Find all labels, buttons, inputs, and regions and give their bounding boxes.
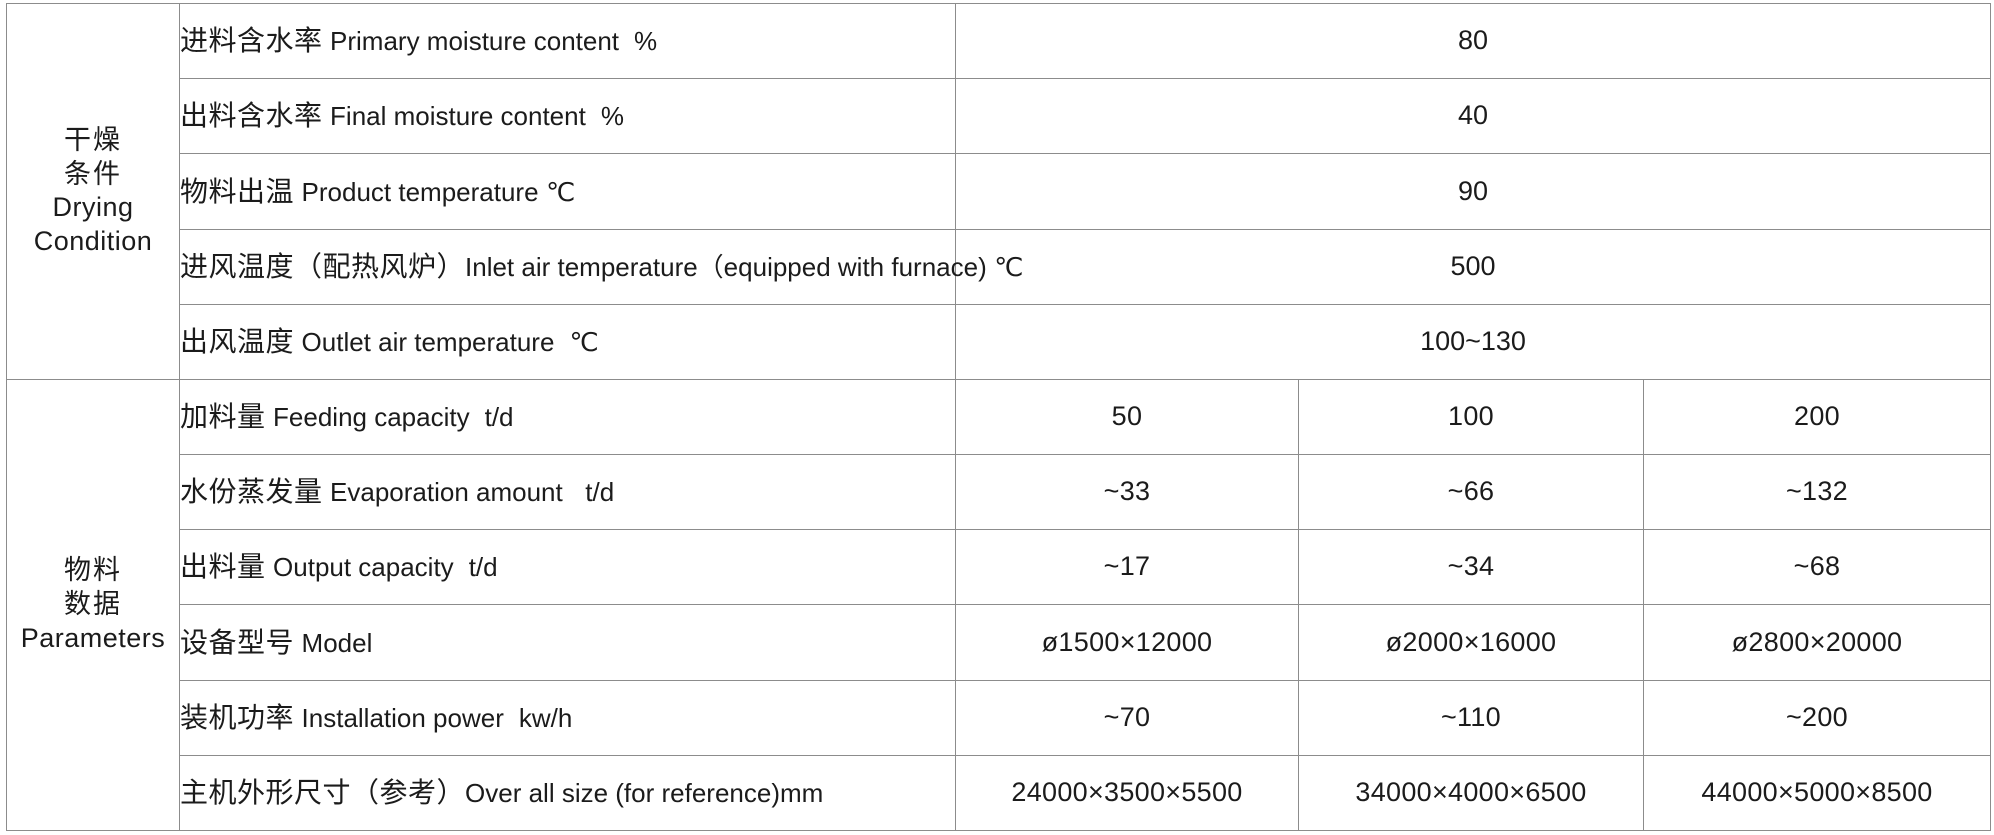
parameter-label-installation-power: 装机功率 Installation power kw/h: [179, 679, 956, 756]
parameter-label-cn: 设备型号: [180, 626, 295, 658]
value-over-all-size-2: 34000×4000×6500: [1298, 754, 1644, 832]
value-feeding-capacity-100: 100: [1298, 378, 1644, 456]
parameter-label-en: Outlet air temperature: [301, 326, 555, 357]
table-row: 主机外形尺寸（参考）Over all size (for reference)m…: [7, 754, 1992, 832]
value-model-2: ø2000×16000: [1298, 604, 1644, 681]
parameter-label-final-moisture-content: 出料含水率 Final moisture content %: [179, 78, 956, 155]
parameter-label-en: Feeding capacity: [273, 402, 470, 433]
value-model-3: ø2800×20000: [1642, 604, 1992, 681]
value-output-capacity-1: ~17: [955, 529, 1299, 606]
table-row: 设备型号 Model ø1500×12000 ø2000×16000 ø2800…: [7, 604, 1992, 681]
parameter-label-en: Product temperature: [301, 176, 539, 207]
parameter-label-cn: 物料出温: [180, 175, 295, 207]
value-final-moisture-content: 40: [954, 78, 1992, 155]
value-output-capacity-2: ~34: [1298, 529, 1644, 606]
group-label-drying-condition: 干燥 条件 Drying Condition: [6, 3, 180, 380]
parameter-unit: %: [600, 101, 624, 132]
parameter-label-inlet-air-temperature: 进风温度（配热风炉）Inlet air temperature（equipped…: [179, 228, 1023, 305]
parameter-label-cn: 进风温度（配热风炉）: [180, 250, 466, 282]
value-installation-power-3: ~200: [1642, 679, 1992, 756]
table-row: 水份蒸发量 Evaporation amount t/d ~33 ~66 ~13…: [7, 454, 1992, 531]
parameter-label-en: Installation power: [301, 702, 504, 733]
parameter-label-en: Model: [301, 627, 373, 658]
parameter-unit: t/d: [468, 552, 498, 583]
table-row: 物料出温 Product temperature ℃ 90: [7, 153, 1992, 230]
group-label-line: Parameters: [20, 622, 166, 653]
group-label-material-parameters: 物料 数据 Parameters: [6, 378, 180, 832]
parameter-label-cn: 水份蒸发量: [180, 476, 323, 508]
parameter-label-en: Evaporation amount: [330, 477, 563, 508]
parameter-label-en: Final moisture content: [330, 101, 586, 132]
value-installation-power-1: ~70: [955, 679, 1299, 756]
parameter-label-en: Over all size (for reference)mm: [465, 777, 824, 808]
parameter-unit: ℃: [569, 326, 599, 357]
parameter-label-feeding-capacity: 加料量 Feeding capacity t/d: [179, 378, 956, 456]
parameter-label-cn: 出料含水率: [180, 100, 323, 132]
parameter-label-en: Inlet air temperature（equipped with furn…: [465, 251, 987, 282]
value-primary-moisture-content: 80: [954, 2, 1992, 80]
parameter-label-cn: 主机外形尺寸（参考）: [180, 776, 466, 808]
parameter-label-primary-moisture-content: 进料含水率 Primary moisture content %: [179, 2, 956, 80]
table-row: 干燥 条件 Drying Condition 进料含水率 Primary moi…: [6, 2, 1992, 380]
group-label-line: 物料: [64, 555, 122, 586]
value-product-temperature: 90: [954, 153, 1992, 230]
parameter-label-product-temperature: 物料出温 Product temperature ℃: [179, 153, 956, 230]
parameter-unit: t/d: [484, 402, 514, 433]
group-label-line: Drying: [52, 192, 134, 223]
parameter-unit: t/d: [585, 477, 615, 508]
parameter-label-en: Output capacity: [273, 552, 454, 583]
table-row: 出料含水率 Final moisture content % 40: [7, 78, 1992, 155]
parameter-unit: %: [634, 26, 658, 57]
table-body: 干燥 条件 Drying Condition 进料含水率 Primary moi…: [6, 2, 1992, 832]
group-label-line: 干燥: [64, 124, 122, 155]
value-evaporation-amount-2: ~66: [1298, 454, 1644, 531]
value-evaporation-amount-1: ~33: [955, 454, 1299, 531]
value-output-capacity-3: ~68: [1642, 529, 1992, 606]
parameter-unit: ℃: [546, 176, 576, 207]
parameter-label-over-all-size: 主机外形尺寸（参考）Over all size (for reference)m…: [179, 754, 956, 832]
table-row: 进风温度（配热风炉）Inlet air temperature（equipped…: [7, 228, 1992, 305]
group-label-line: 条件: [64, 158, 122, 189]
table-row: 出风温度 Outlet air temperature ℃ 100~130: [7, 303, 1992, 380]
parameter-label-outlet-air-temperature: 出风温度 Outlet air temperature ℃: [179, 303, 956, 380]
value-model-1: ø1500×12000: [955, 604, 1299, 681]
value-outlet-air-temperature: 100~130: [954, 303, 1992, 380]
table-row: 出料量 Output capacity t/d ~17 ~34 ~68: [7, 529, 1992, 606]
value-feeding-capacity-200: 200: [1642, 378, 1992, 456]
parameter-label-en: Primary moisture content: [330, 26, 620, 57]
value-over-all-size-1: 24000×3500×5500: [955, 754, 1299, 832]
group-label-line: Condition: [33, 226, 153, 257]
value-inlet-air-temperature: 500: [954, 228, 1992, 305]
table-row: 物料 数据 Parameters 加料量 Feeding capacity t/…: [6, 378, 1992, 832]
value-feeding-capacity-50: 50: [955, 378, 1299, 456]
value-evaporation-amount-3: ~132: [1642, 454, 1992, 531]
table-row: 装机功率 Installation power kw/h ~70 ~110 ~2…: [7, 679, 1992, 756]
parameter-unit: kw/h: [518, 702, 573, 733]
value-installation-power-2: ~110: [1298, 679, 1644, 756]
value-over-all-size-3: 44000×5000×8500: [1642, 754, 1992, 832]
parameter-label-evaporation-amount: 水份蒸发量 Evaporation amount t/d: [179, 454, 956, 531]
parameter-label-cn: 进料含水率: [180, 25, 323, 57]
parameter-label-cn: 加料量: [180, 401, 266, 433]
parameter-label-model: 设备型号 Model: [179, 604, 956, 681]
parameter-label-cn: 出料量: [180, 551, 266, 583]
group-label-line: 数据: [64, 589, 122, 620]
parameter-label-output-capacity: 出料量 Output capacity t/d: [179, 529, 956, 606]
parameter-label-cn: 出风温度: [180, 325, 295, 357]
parameter-unit: ℃: [994, 251, 1024, 282]
specification-table: 干燥 条件 Drying Condition 进料含水率 Primary moi…: [6, 2, 1992, 832]
parameter-label-cn: 装机功率: [180, 701, 295, 733]
